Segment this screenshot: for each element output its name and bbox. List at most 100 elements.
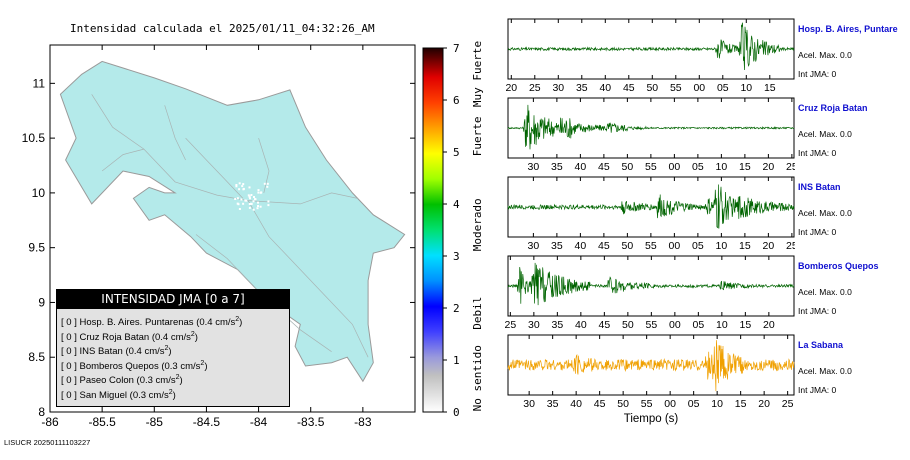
intensity-legend: INTENSIDAD JMA [0 a 7] [ 0 ] Hosp. B. Ai… [56, 289, 290, 407]
time-tick-label: 05 [717, 82, 729, 94]
intensity-colorbar: 0 1 2 3 4 5 6 7 No sentido Debil Moderado Fuerte Muy… [422, 41, 484, 419]
road-network [91, 94, 369, 358]
station-name: INS Batan [798, 182, 841, 192]
waveform-panels: 20 25 30 35 40 45 50 55 00 05 10 15 30 35 40 45 50 55 00 05… [505, 18, 795, 425]
colorbar-category-label: Moderado [471, 198, 484, 251]
lat-tick-label: 10 [32, 186, 46, 200]
time-tick-label: 00 [669, 161, 681, 173]
town-marker [236, 197, 239, 200]
lon-tick-label: -83.5 [297, 415, 325, 429]
legend-item-station: Hosp. B. Aires. Puntarenas [79, 317, 197, 329]
town-marker [241, 185, 244, 188]
colorbar-tick-label: 1 [453, 354, 460, 367]
legend-item-close: ) [194, 331, 198, 343]
time-tick-label: 15 [764, 82, 776, 94]
legend-item-unit-exponent: 2 [164, 345, 169, 352]
colorbar-tick-label: 3 [453, 250, 460, 263]
legend-item-value: (0.4 cm/s [125, 346, 165, 358]
lat-tick-label: 8.5 [28, 350, 45, 364]
colorbar-category-label: Fuerte [471, 117, 484, 157]
time-tick-label: 45 [598, 240, 610, 252]
legend-list: [ 0 ] Hosp. B. Aires. Puntarenas (0.4 cm… [57, 309, 289, 401]
station-acel-max: Acel. Max. 0.0 [798, 366, 852, 376]
lat-tick-label: 10.5 [22, 131, 46, 145]
road-6 [164, 105, 186, 161]
time-tick-label: 20 [758, 398, 770, 410]
legend-item-station: Cruz Roja Batan [79, 331, 152, 343]
time-tick-label: 30 [528, 240, 540, 252]
town-marker [235, 185, 238, 188]
station-name: La Sabana [798, 340, 844, 350]
time-tick-label: 15 [735, 398, 747, 410]
legend-item-close: ) [179, 375, 183, 387]
time-tick-label: 50 [646, 82, 658, 94]
time-tick-label: 35 [551, 161, 563, 173]
town-marker [238, 188, 241, 191]
legend-item: [ 0 ] Bomberos Quepos (0.3 cm/s2) [61, 357, 289, 372]
legend-item-level: [ 0 ] [61, 360, 80, 372]
town-marker [242, 202, 245, 205]
town-marker [249, 202, 252, 205]
town-marker [259, 205, 262, 208]
time-tick-label: 55 [641, 398, 653, 410]
time-tick-label: 30 [528, 319, 540, 331]
legend-item-station: INS Batan [79, 346, 126, 358]
waveform-panel: 30 35 40 45 50 55 00 05 10 15 20 25 [507, 176, 795, 252]
legend-item-unit-exponent: 2 [200, 359, 205, 367]
station-int-jma: Int JMA: 0 [798, 385, 837, 395]
legend-item-close: ) [172, 389, 176, 401]
footer-id: LISUCR 20250111103227 [4, 438, 91, 447]
time-tick-label: 30 [528, 161, 540, 173]
station-info: Acel. Max. 0.0 Int JMA: 0 [798, 46, 852, 84]
town-marker [237, 203, 240, 206]
time-tick-label: 55 [645, 240, 657, 252]
time-tick-label: 30 [552, 82, 564, 94]
time-tick-label: 55 [645, 161, 657, 173]
town-marker [267, 204, 270, 207]
town-marker [248, 195, 251, 198]
station-name: Bomberos Quepos [798, 261, 879, 271]
lat-tick-label: 9.5 [28, 241, 45, 255]
lon-tick-label: -83 [354, 415, 372, 429]
legend-item-level: [ 0 ] [61, 346, 80, 358]
time-tick-label: 00 [669, 240, 681, 252]
station-acel-max: Acel. Max. 0.0 [798, 129, 852, 139]
time-tick-label: 20 [763, 161, 775, 173]
lon-tick-label: -85.5 [88, 415, 116, 429]
time-tick-label: 00 [669, 319, 681, 331]
time-tick-label: 00 [693, 82, 705, 94]
time-tick-label: 35 [547, 398, 559, 410]
legend-item: [ 0 ] Hosp. B. Aires. Puntarenas (0.4 cm… [61, 313, 289, 328]
town-marker [235, 184, 238, 186]
legend-item-value: (0.4 cm/s [151, 331, 191, 343]
town-marker [267, 200, 270, 203]
legend-item-close: ) [204, 360, 208, 372]
town-marker [242, 183, 245, 186]
time-tick-label: 35 [551, 240, 563, 252]
time-tick-label: 20 [505, 82, 517, 94]
map-frame [49, 44, 416, 413]
legend-item-unit-exponent: 2 [168, 388, 173, 396]
colorbar-tick-label: 7 [453, 42, 460, 55]
time-tick-label: 10 [711, 398, 723, 410]
lon-tick-label: -85 [146, 415, 164, 429]
time-tick-label: 25 [529, 82, 541, 94]
legend-item-value: (0.3 cm/s [129, 389, 169, 401]
time-tick-label: 50 [622, 319, 634, 331]
time-tick-label: 10 [740, 82, 752, 94]
time-tick-label: 25 [786, 161, 795, 173]
time-tick-label: 45 [623, 82, 635, 94]
time-tick-label: 15 [740, 319, 752, 331]
station-info: Acel. Max. 0.0 Int JMA: 0 [798, 204, 852, 242]
time-tick-label: 35 [576, 82, 588, 94]
seismogram-trace [507, 104, 795, 150]
time-tick-label: 00 [664, 398, 676, 410]
time-tick-label: 15 [739, 161, 751, 173]
colorbar-tick-label: 6 [453, 94, 460, 107]
town-marker [253, 196, 255, 198]
time-tick-label: 45 [598, 161, 610, 173]
time-tick-label: 15 [739, 240, 751, 252]
time-tick-label: 50 [622, 161, 634, 173]
town-marker [234, 198, 237, 200]
legend-item-unit-exponent: 2 [235, 316, 240, 323]
